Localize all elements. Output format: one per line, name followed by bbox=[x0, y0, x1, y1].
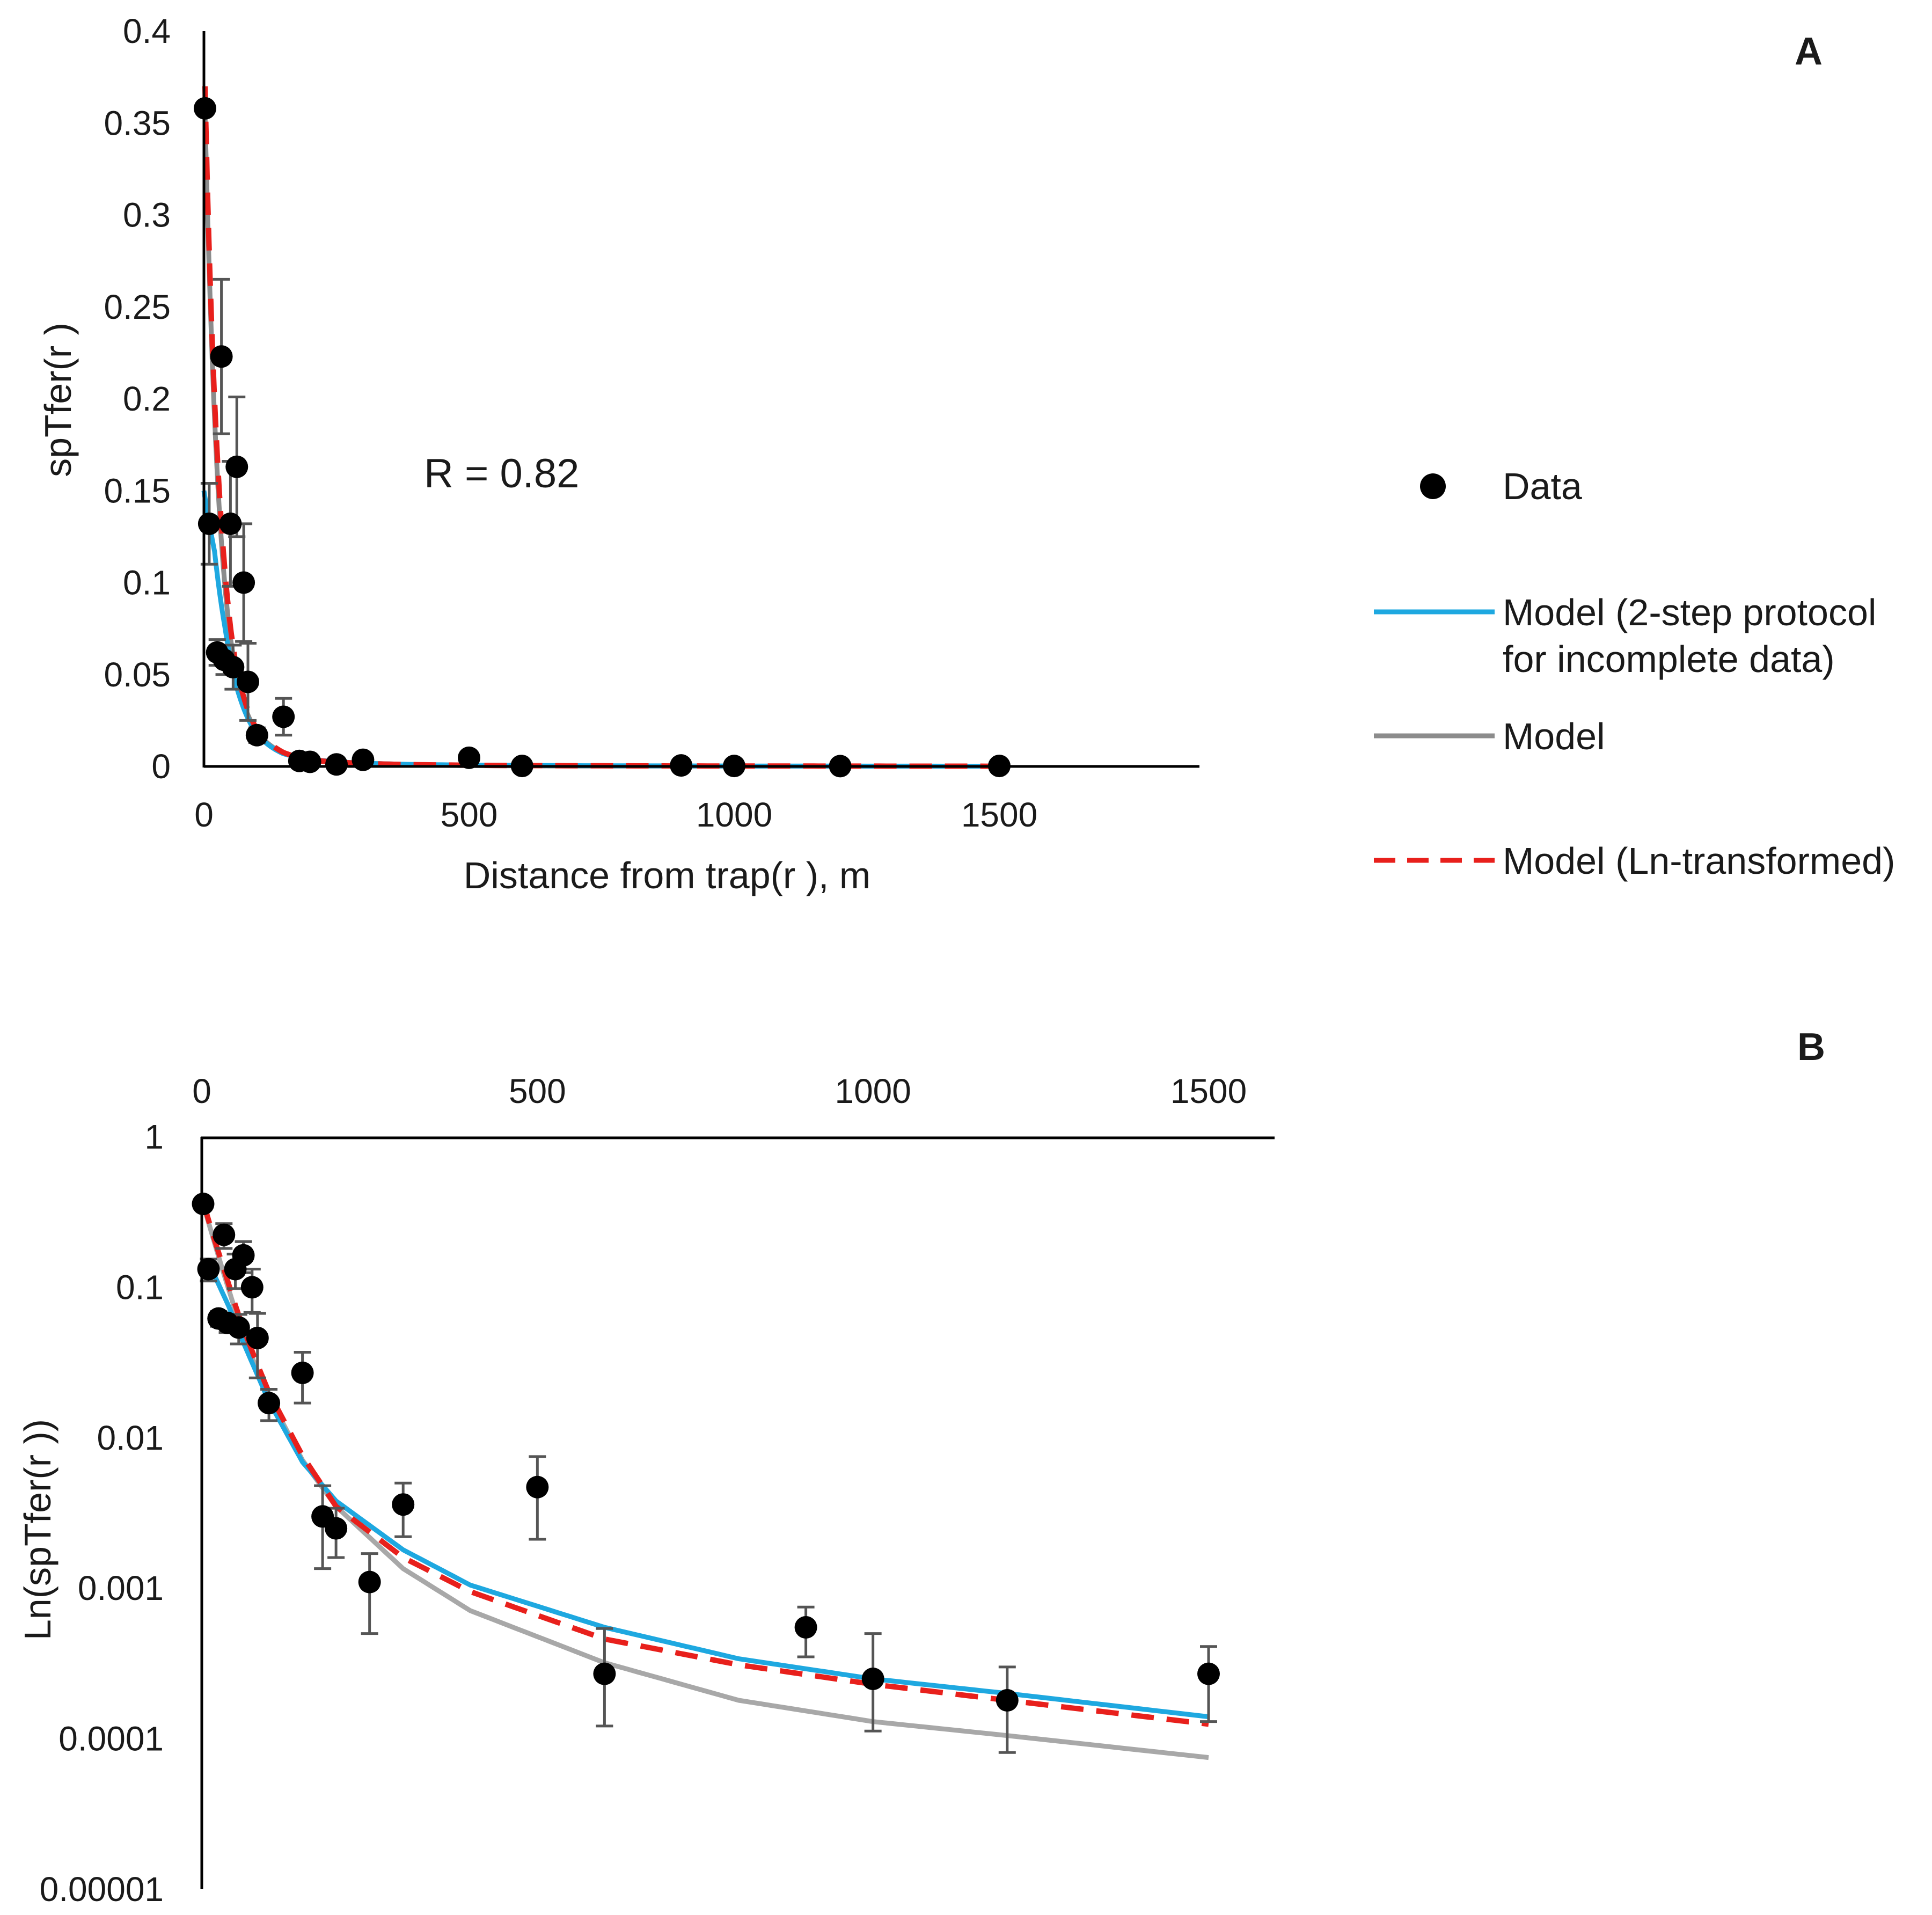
panel-b-x-tick-label: 0 bbox=[192, 1072, 211, 1110]
panel-a-x-axis-label: Distance from trap(r ), m bbox=[464, 854, 870, 896]
panel-a-data-points bbox=[194, 97, 1011, 778]
panel-b-y-axis-label: Ln(spTfer(r )) bbox=[17, 1419, 58, 1640]
panel-b-error-bars bbox=[200, 1224, 1217, 1753]
panel-b-x-tick-label: 1000 bbox=[835, 1072, 911, 1110]
legend-data-marker bbox=[1420, 473, 1446, 499]
panel-a-error-bars bbox=[201, 279, 1008, 766]
panel-b-data-point bbox=[246, 1327, 269, 1349]
panel-a-x-tick-label: 0 bbox=[194, 795, 214, 834]
panel-a-x-tick-labels: 0 500 1000 1500 bbox=[194, 795, 1037, 834]
panel-b-data-point bbox=[291, 1362, 314, 1384]
panel-a-data-point bbox=[325, 753, 348, 776]
panel-a-chart: 0 500 1000 1500 00.050.10.150.20.250.30.350… bbox=[37, 12, 1823, 896]
panel-b-data-point bbox=[232, 1244, 255, 1267]
legend-data-label: Data bbox=[1503, 465, 1582, 507]
legend-model-label: Model bbox=[1503, 715, 1605, 757]
panel-a-series-model-ln-transformed bbox=[205, 86, 999, 766]
panel-a-data-point bbox=[237, 670, 259, 693]
panel-b-data-points bbox=[192, 1193, 1220, 1712]
panel-b-error-bar bbox=[361, 1554, 378, 1634]
correlation-annotation: R = 0.82 bbox=[424, 451, 579, 496]
panel-b-y-tick-label: 0.001 bbox=[78, 1569, 164, 1607]
panel-b-data-point bbox=[192, 1193, 215, 1215]
panel-b-letter: B bbox=[1797, 1026, 1825, 1069]
panel-b-data-point bbox=[593, 1663, 616, 1685]
panel-a-series-model bbox=[205, 114, 999, 766]
panel-a-data-point bbox=[198, 513, 221, 535]
panel-b-data-point bbox=[241, 1276, 264, 1298]
panel-a-x-tick-label: 500 bbox=[441, 795, 498, 834]
panel-b-y-tick-label: 0.01 bbox=[97, 1419, 164, 1457]
legend-two-step-label-line2: for incomplete data) bbox=[1503, 638, 1835, 680]
panel-b-y-tick-label: 0.1 bbox=[116, 1268, 164, 1306]
panel-a-y-tick-label: 0.2 bbox=[123, 379, 171, 418]
panel-b-y-tick-label: 0.0001 bbox=[58, 1720, 164, 1758]
panel-a-data-point bbox=[219, 513, 241, 535]
panel-a-y-tick-label: 0.4 bbox=[123, 12, 171, 50]
panel-b-series-model-2-step-protocol-for-incomplete-data bbox=[202, 1261, 1209, 1717]
panel-b-data-point bbox=[526, 1476, 548, 1499]
panel-a-y-tick-label: 0.35 bbox=[104, 104, 171, 142]
legend-two-step-label: Model (2-step protocol bbox=[1503, 591, 1876, 633]
panel-b-data-point bbox=[213, 1224, 235, 1246]
panel-b-x-tick-label: 500 bbox=[509, 1072, 566, 1110]
panel-a-data-point bbox=[246, 724, 268, 747]
panel-b-x-tick-label: 1500 bbox=[1170, 1072, 1247, 1110]
panel-b-y-tick-label: 0.00001 bbox=[40, 1870, 164, 1909]
panel-b-data-point bbox=[325, 1517, 347, 1540]
panel-b-data-point bbox=[1197, 1663, 1220, 1685]
panel-a-y-axis-label: spTfer(r ) bbox=[37, 323, 79, 477]
figure: 0 500 1000 1500 00.050.10.150.20.250.30.350… bbox=[0, 0, 1932, 1915]
panel-b-x-tick-labels: 0 500 1000 1500 bbox=[192, 1072, 1247, 1110]
panel-b-data-point bbox=[392, 1493, 414, 1516]
panel-a-data-point bbox=[225, 456, 248, 478]
panel-b-data-point bbox=[862, 1668, 884, 1690]
panel-b-series-model-ln-transformed bbox=[203, 1202, 1209, 1724]
panel-b-data-point bbox=[358, 1571, 381, 1594]
panel-b-series-model bbox=[203, 1204, 1209, 1758]
panel-a-letter: A bbox=[1795, 30, 1823, 73]
panel-a-y-tick-label: 0.25 bbox=[104, 288, 171, 326]
panel-b-model-curves bbox=[202, 1202, 1209, 1758]
panel-a-data-point bbox=[232, 572, 255, 594]
panel-b-chart: 0 500 1000 1500 10.10.010.0010.00010.00001 … bbox=[17, 1026, 1825, 1909]
panel-a-series-model-2-step-protocol-for-incomplete-data bbox=[204, 491, 999, 766]
panel-b-data-point bbox=[795, 1616, 817, 1639]
panel-a-model-curves bbox=[204, 86, 999, 766]
panel-a-y-tick-label: 0.05 bbox=[104, 655, 171, 694]
panel-a-data-point bbox=[210, 345, 233, 368]
panel-a-data-point bbox=[272, 706, 295, 728]
panel-a-y-tick-label: 0.3 bbox=[123, 196, 171, 235]
legend-ln-label: Model (Ln-transformed) bbox=[1503, 840, 1895, 882]
panel-b-data-point bbox=[258, 1392, 280, 1414]
panel-a-y-tick-label: 0.1 bbox=[123, 564, 171, 602]
panel-b-y-tick-label: 1 bbox=[144, 1117, 164, 1156]
panel-b-data-point bbox=[996, 1689, 1019, 1712]
panel-a-y-tick-labels: 0 0.05 0.1 0.15 0.2 0.25 0.3 0.35 0.4 bbox=[104, 12, 171, 786]
panel-a-x-tick-label: 1000 bbox=[696, 795, 772, 834]
panel-a-x-tick-label: 1500 bbox=[961, 795, 1037, 834]
panel-a-data-point bbox=[299, 750, 321, 773]
panel-a-y-tick-label: 0.15 bbox=[104, 471, 171, 510]
legend: Data Model (2-step protocol for incomple… bbox=[1374, 465, 1895, 882]
panel-a-y-tick-label: 0 bbox=[151, 747, 171, 786]
